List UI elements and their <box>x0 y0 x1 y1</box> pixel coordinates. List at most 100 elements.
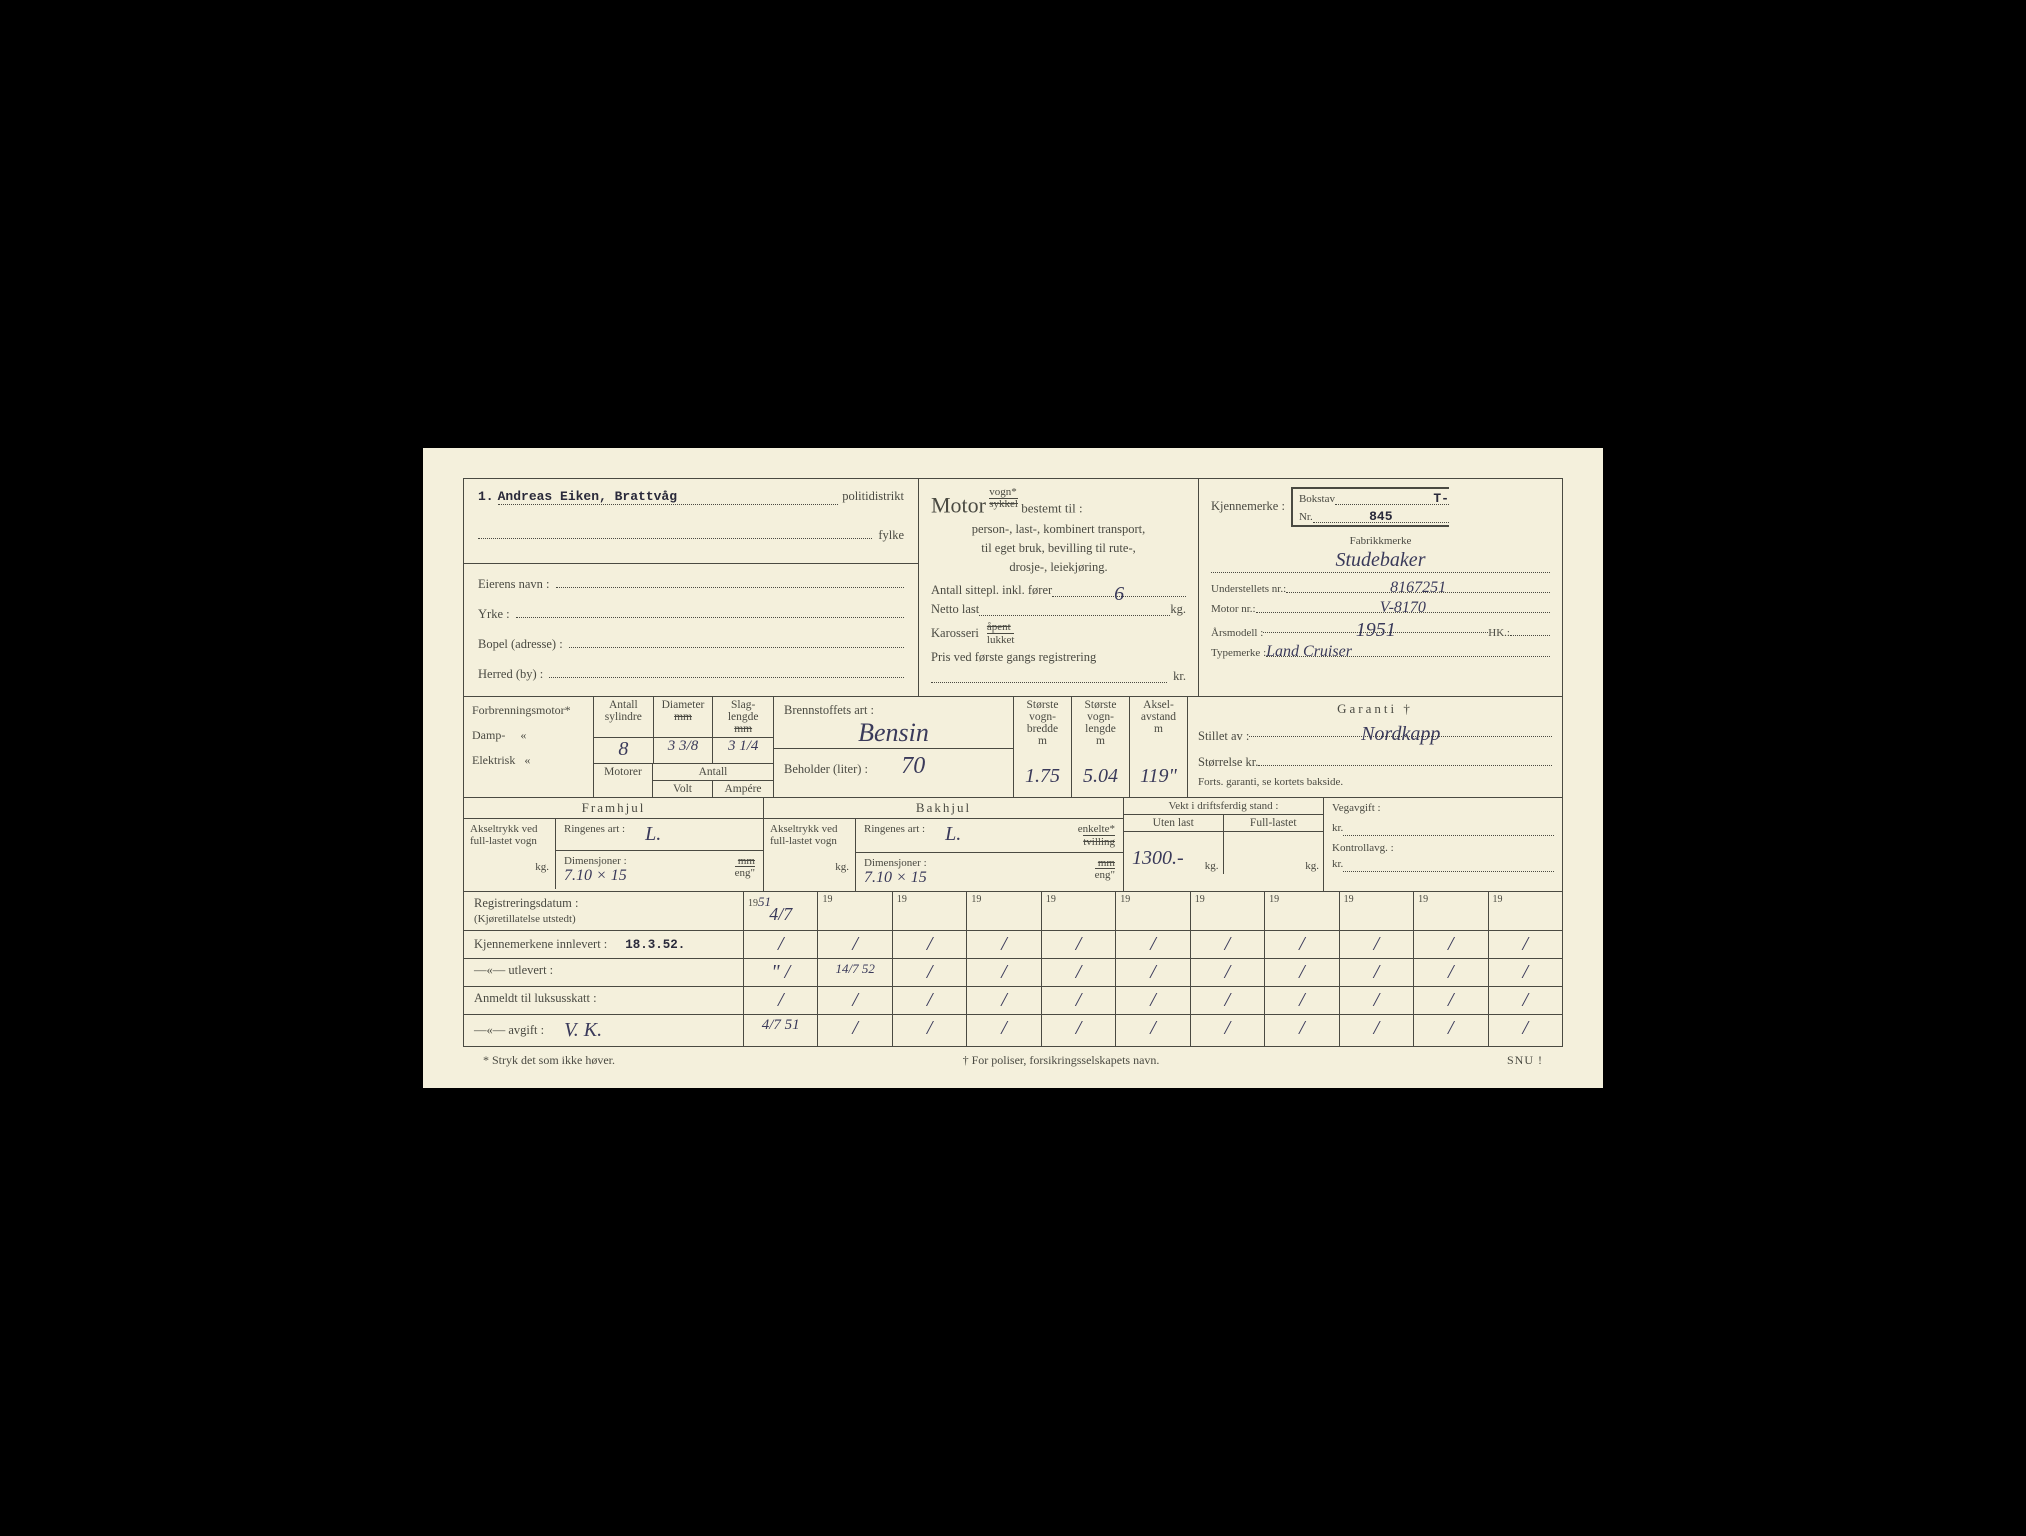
beholder-value: 70 <box>901 753 925 779</box>
snu-label: SNU ! <box>1507 1053 1543 1068</box>
dim-f-label: Dimensjoner : <box>564 855 735 867</box>
forbr-label: Forbrenningsmotor* <box>472 703 585 718</box>
wheels-row: Framhjul Akseltrykk ved full-lastet vogn… <box>464 798 1562 892</box>
ringenes-f-label: Ringenes art : <box>564 823 625 846</box>
brennstoff-label: Brennstoffets art : <box>784 703 1003 718</box>
kjennemerke-block: Kjennemerke : Bokstav T- Nr. 845 Fabrikk… <box>1199 479 1562 696</box>
bredde-label: Største vogn-bredde <box>1027 699 1059 735</box>
vekt-label: Vekt i driftsferdig stand : <box>1124 798 1323 815</box>
motor-line2: til eget bruk, bevilling til rute-, <box>931 541 1186 556</box>
elektrisk-label: Elektrisk <box>472 753 515 767</box>
herred-value <box>549 664 904 678</box>
ampere-label: Ampére <box>713 781 773 797</box>
top-section: 1. Andreas Eiken, Brattvåg politidistrik… <box>464 479 1562 697</box>
bokstav-label: Bokstav <box>1299 493 1335 505</box>
fabrikk-label: Fabrikkmerke <box>1211 535 1550 547</box>
motor-line1: person-, last-, kombinert transport, <box>931 522 1186 537</box>
uten-value: 1300.- <box>1132 847 1184 870</box>
footer: * Stryk det som ikke høver. † For polise… <box>463 1047 1563 1068</box>
luksus-label: Anmeldt til luksusskatt : <box>464 987 744 1014</box>
karosseri-label: Karosseri <box>931 626 979 641</box>
arsmodell-value: 1951 <box>1263 619 1488 633</box>
utlevert-value: 14/7 52 <box>835 961 874 976</box>
forts-label: Forts. garanti, se kortets bakside. <box>1198 776 1552 788</box>
hk-value <box>1510 622 1550 636</box>
bokstav-value: T- <box>1335 491 1449 505</box>
dim-f-value: 7.10 × 15 <box>564 867 735 885</box>
motor-nr-label: Motor nr.: <box>1211 603 1256 615</box>
politidistrikt-label: politidistrikt <box>842 489 904 504</box>
motor-line3: drosje-, leiekjøring. <box>931 560 1186 575</box>
brennstoff-value: Bensin <box>784 718 1003 748</box>
syl-value: 8 <box>594 738 654 763</box>
engine-row: Forbrenningsmotor* Damp- « Elektrisk « A… <box>464 697 1562 798</box>
footnote-stryk: * Stryk det som ikke høver. <box>483 1053 615 1068</box>
hk-label: HK.: <box>1488 627 1510 639</box>
typemerke-value: Land Cruiser <box>1266 643 1550 657</box>
avgift-value2: 4/7 51 <box>762 1017 800 1033</box>
netto-last-value <box>979 602 1170 616</box>
pris-label: Pris ved første gangs registrering <box>931 650 1186 665</box>
diameter-label: Diameter <box>662 699 705 711</box>
avgift-value1: V. K. <box>564 1019 602 1042</box>
ringenes-b-value: L. <box>945 823 961 848</box>
fylke-line <box>478 525 872 539</box>
ringenes-f-value: L. <box>645 823 661 846</box>
reg-datum-label: Registreringsdatum : <box>474 896 579 910</box>
antall-syl-label: Antall sylindre <box>594 697 654 737</box>
owner-herred-row: Herred (by) : <box>478 664 904 682</box>
owner-bopel-row: Bopel (adresse) : <box>478 634 904 652</box>
vegavgift-label: Vegavgift : <box>1332 802 1554 814</box>
motor-nr-value: V-8170 <box>1256 599 1550 613</box>
pris-value <box>931 669 1167 683</box>
diameter-value: 3 3/8 <box>654 738 714 763</box>
reg-datum-sub: (Kjøretillatelse utstedt) <box>474 913 576 925</box>
garanti-label: Garanti † <box>1198 701 1552 717</box>
bestemt-label: bestemt til : <box>1021 500 1082 515</box>
understell-value: 8167251 <box>1286 579 1550 593</box>
utlevert-label: —«— utlevert : <box>464 959 744 986</box>
stillet-value: Nordkapp <box>1249 723 1552 737</box>
kjennemerke-label: Kjennemerke : <box>1211 499 1285 514</box>
kg-label: kg. <box>1170 602 1186 617</box>
eierens-navn-label: Eierens navn : <box>478 577 550 592</box>
aksel-value: 119" <box>1130 765 1187 788</box>
motorer-label: Motorer <box>594 764 653 797</box>
innlevert-pre: 18.3.52. <box>625 938 685 952</box>
aksel-label: Aksel-avstand <box>1141 699 1176 723</box>
kr-label: kr. <box>1173 669 1186 684</box>
herred-label: Herred (by) : <box>478 667 543 682</box>
typemerke-label: Typemerke : <box>1211 647 1266 659</box>
bopel-label: Bopel (adresse) : <box>478 637 563 652</box>
lengde-value: 5.04 <box>1072 765 1129 788</box>
understell-label: Understellets nr.: <box>1211 583 1286 595</box>
form-border: 1. Andreas Eiken, Brattvåg politidistrik… <box>463 478 1563 1048</box>
dim-b-value: 7.10 × 15 <box>864 869 1095 887</box>
slag-label: Slag-lengde <box>728 699 759 723</box>
antall-sitt-value: 6 <box>1052 583 1186 597</box>
storrelse-label: Størrelse kr. <box>1198 755 1258 770</box>
nr-value: 845 <box>1313 509 1449 523</box>
owner-navn-row: Eierens navn : <box>478 574 904 592</box>
registration-card: 1. Andreas Eiken, Brattvåg politidistrik… <box>423 448 1603 1089</box>
lengde-label: Største vogn-lengde <box>1085 699 1117 735</box>
owner-yrke-row: Yrke : <box>478 604 904 622</box>
district-prefix: 1. <box>478 489 494 504</box>
vogn-sykkel-fraction: vogn* sykkel <box>989 487 1018 510</box>
registration-grid: Registreringsdatum : (Kjøretillatelse ut… <box>464 892 1562 1046</box>
footnote-poliser: † For poliser, forsikringsselskapets nav… <box>963 1053 1160 1068</box>
framhjul-label: Framhjul <box>464 798 763 819</box>
full-label: Full-lastet <box>1224 815 1324 831</box>
antall-sitt-label: Antall sittepl. inkl. fører <box>931 583 1052 598</box>
fabrikk-value: Studebaker <box>1211 549 1550 573</box>
kontroll-label: Kontrollavg. : <box>1332 842 1554 854</box>
motor-block: Motor vogn* sykkel bestemt til : person-… <box>919 479 1199 696</box>
vogn-label: vogn* <box>989 487 1018 498</box>
yrke-value <box>516 604 904 618</box>
yrke-label: Yrke : <box>478 607 510 622</box>
bopel-value <box>569 634 904 648</box>
motor-title: Motor <box>931 492 986 517</box>
bakhjul-label: Bakhjul <box>764 798 1123 819</box>
apent-label: åpent <box>987 621 1015 634</box>
ringenes-b-label: Ringenes art : <box>864 823 925 848</box>
